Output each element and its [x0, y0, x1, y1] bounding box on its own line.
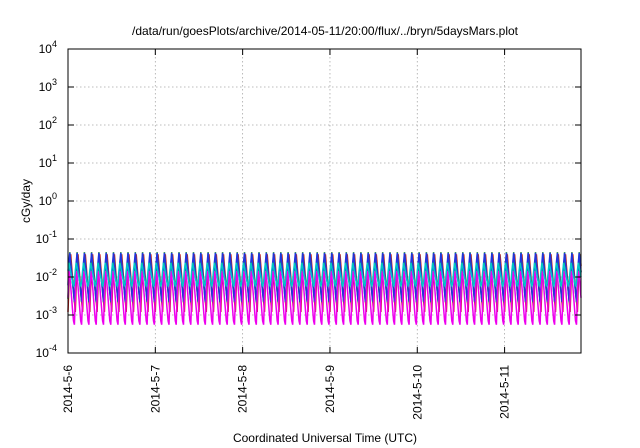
y-tick-label: 10-3: [36, 305, 57, 322]
y-axis-label: cGy/day: [19, 179, 33, 223]
y-tick-label: 101: [39, 153, 57, 170]
y-tick-label: 100: [39, 191, 57, 208]
y-tick-label: 10-2: [36, 267, 57, 284]
x-axis-label: Coordinated Universal Time (UTC): [233, 431, 417, 445]
x-tick-label: 2014-5-9: [323, 365, 337, 413]
x-tick-label: 2014-5-11: [498, 365, 512, 419]
chart-title: /data/run/goesPlots/archive/2014-05-11/2…: [132, 24, 519, 38]
x-tick-label: 2014-5-8: [236, 365, 250, 413]
x-tick-label: 2014-5-7: [148, 365, 162, 413]
series-line-4: [67, 270, 582, 325]
x-tick-label: 2014-5-6: [61, 365, 75, 413]
y-tick-label: 102: [39, 115, 57, 132]
series-layer: [67, 252, 582, 325]
ticks: 10-4 10-3 10-2 10-1 100 101 102 103 104 2014-5-6 2…: [36, 39, 581, 420]
y-tick-label: 103: [39, 77, 57, 94]
series-line-5: [67, 262, 582, 287]
series-line-3: [67, 252, 582, 302]
y-tick-label: 104: [39, 39, 57, 56]
y-tick-label: 10-1: [36, 229, 57, 246]
y-tick-label: 10-4: [36, 343, 57, 360]
x-tick-label: 2014-5-10: [410, 365, 424, 420]
